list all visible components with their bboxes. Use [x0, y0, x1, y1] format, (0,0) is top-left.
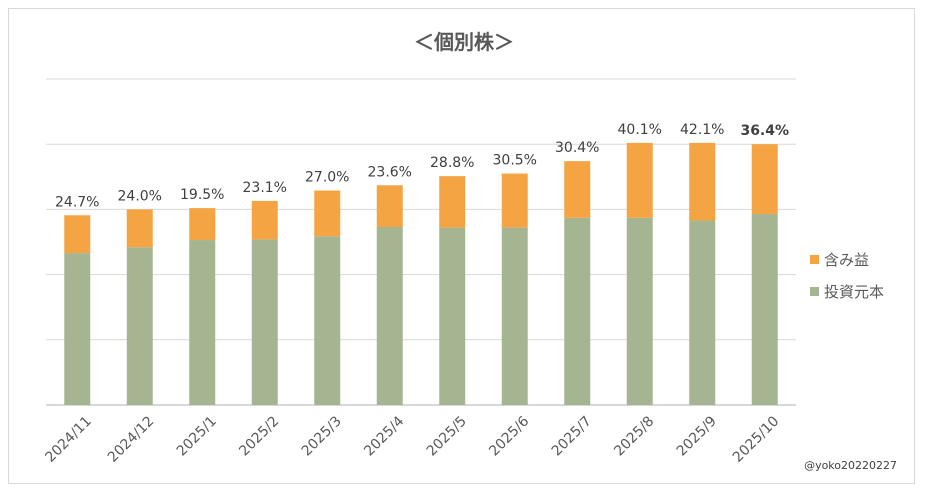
bar-gain-2025/9 [689, 142, 716, 221]
chart-svg: ＜個別株＞ 24.7% 24.0% 19.5% 23.1% 27.0% 23.6% 28.8… [42, 30, 897, 472]
bar-gain-2025/5 [439, 176, 466, 228]
x-tick-label: 2025/7 [549, 413, 595, 459]
data-label: 24.0% [118, 188, 162, 204]
data-label: 42.1% [680, 122, 724, 138]
bar-principal-2024/12 [126, 247, 153, 405]
bar-principal-2025/6 [501, 227, 528, 405]
x-tick-label: 2025/5 [424, 413, 470, 459]
gridlines [46, 78, 796, 406]
bar-principal-2025/7 [564, 217, 591, 405]
x-tick-label: 2025/4 [361, 413, 407, 459]
data-label: 23.1% [243, 180, 287, 196]
bar-principal-2025/8 [626, 217, 653, 405]
bar-principal-2025/4 [376, 227, 403, 405]
bar-gain-2025/1 [189, 208, 216, 241]
legend-label: 投資元本 [824, 283, 884, 301]
bar-principal-2025/3 [314, 236, 341, 405]
bar-gain-2025/4 [376, 185, 403, 228]
bar-gain-2025/7 [564, 161, 591, 218]
credit-text: @yoko20220227 [804, 459, 897, 472]
bar-principal-2025/5 [439, 227, 466, 405]
x-tick-label: 2025/3 [299, 413, 345, 459]
legend-label: 含み益 [824, 251, 869, 269]
chart-frame: ＜個別株＞ 24.7% 24.0% 19.5% 23.1% 27.0% 23.6% 28.8… [8, 8, 915, 484]
x-tick-label: 2025/1 [174, 413, 220, 459]
legend-swatch [810, 255, 819, 264]
chart-title: ＜個別株＞ [414, 30, 514, 54]
x-tick-labels: 2024/11 2024/12 2025/1 2025/2 2025/3 2025/4 20… [42, 413, 782, 466]
legend-swatch [810, 287, 819, 296]
data-label: 19.5% [180, 187, 224, 203]
bar-principal-2025/9 [689, 220, 716, 405]
data-label: 27.0% [305, 169, 349, 185]
bar-gain-2025/8 [626, 142, 653, 218]
x-tick-label: 2025/9 [674, 413, 720, 459]
bar-gain-2025/3 [314, 190, 341, 237]
data-label: 30.5% [493, 153, 537, 169]
x-tick-label: 2024/12 [105, 413, 157, 465]
x-tick-label: 2024/11 [42, 413, 94, 465]
bar-gain-2024/12 [126, 209, 153, 248]
bar-principal-2025/10 [751, 213, 778, 405]
bar-gain-2025/6 [501, 173, 528, 228]
x-tick-label: 2025/2 [236, 413, 282, 459]
data-label: 23.6% [368, 164, 412, 180]
bar-gain-2025/2 [251, 200, 278, 240]
bar-gain-2024/11 [64, 215, 91, 254]
bars [64, 142, 778, 405]
bar-principal-2025/2 [251, 239, 278, 405]
bar-principal-2025/1 [189, 240, 216, 405]
data-labels: 24.7% 24.0% 19.5% 23.1% 27.0% 23.6% 28.8% 30.5%… [55, 122, 789, 210]
data-label: 30.4% [555, 140, 599, 156]
x-tick-label: 2025/8 [611, 413, 657, 459]
data-label: 28.8% [430, 155, 474, 171]
data-label: 40.1% [618, 122, 662, 138]
data-label: 24.7% [55, 194, 99, 210]
bar-gain-2025/10 [751, 144, 778, 214]
bar-principal-2024/11 [64, 253, 91, 405]
x-tick-label: 2025/6 [486, 413, 532, 459]
x-tick-label: 2025/10 [730, 413, 782, 465]
data-label: 36.4% [740, 123, 789, 139]
